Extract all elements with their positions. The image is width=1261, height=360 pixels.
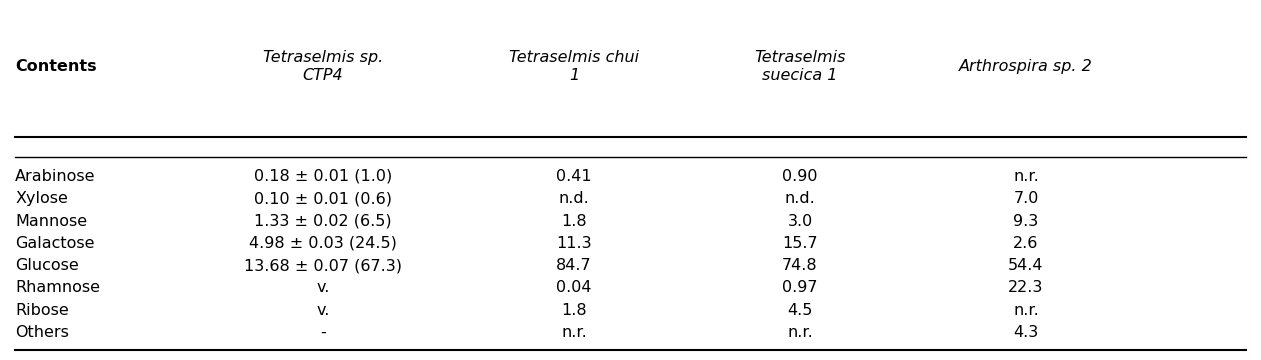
- Text: Arabinose: Arabinose: [15, 169, 96, 184]
- Text: 3.0: 3.0: [787, 213, 812, 229]
- Text: 22.3: 22.3: [1009, 280, 1044, 295]
- Text: 1.33 ± 0.02 (6.5): 1.33 ± 0.02 (6.5): [255, 213, 392, 229]
- Text: 0.97: 0.97: [782, 280, 817, 295]
- Text: n.d.: n.d.: [784, 191, 816, 206]
- Text: 84.7: 84.7: [556, 258, 591, 273]
- Text: v.: v.: [317, 280, 329, 295]
- Text: -: -: [320, 325, 325, 340]
- Text: 11.3: 11.3: [556, 236, 591, 251]
- Text: 0.18 ± 0.01 (1.0): 0.18 ± 0.01 (1.0): [253, 169, 392, 184]
- Text: 1.8: 1.8: [561, 303, 586, 318]
- Text: n.r.: n.r.: [787, 325, 813, 340]
- Text: Glucose: Glucose: [15, 258, 79, 273]
- Text: Contents: Contents: [15, 59, 97, 74]
- Text: n.r.: n.r.: [1013, 303, 1039, 318]
- Text: Tetraselmis chui
1: Tetraselmis chui 1: [509, 50, 639, 83]
- Text: Rhamnose: Rhamnose: [15, 280, 101, 295]
- Text: 9.3: 9.3: [1014, 213, 1039, 229]
- Text: 7.0: 7.0: [1014, 191, 1039, 206]
- Text: 4.3: 4.3: [1014, 325, 1039, 340]
- Text: v.: v.: [317, 303, 329, 318]
- Text: 15.7: 15.7: [782, 236, 818, 251]
- Text: n.r.: n.r.: [561, 325, 586, 340]
- Text: 2.6: 2.6: [1014, 236, 1039, 251]
- Text: Tetraselmis sp.
CTP4: Tetraselmis sp. CTP4: [262, 50, 383, 83]
- Text: 4.98 ± 0.03 (24.5): 4.98 ± 0.03 (24.5): [248, 236, 397, 251]
- Text: 13.68 ± 0.07 (67.3): 13.68 ± 0.07 (67.3): [243, 258, 402, 273]
- Text: Tetraselmis
suecica 1: Tetraselmis suecica 1: [754, 50, 846, 83]
- Text: Ribose: Ribose: [15, 303, 69, 318]
- Text: n.d.: n.d.: [559, 191, 589, 206]
- Text: Xylose: Xylose: [15, 191, 68, 206]
- Text: 0.10 ± 0.01 (0.6): 0.10 ± 0.01 (0.6): [253, 191, 392, 206]
- Text: 0.04: 0.04: [556, 280, 591, 295]
- Text: 54.4: 54.4: [1009, 258, 1044, 273]
- Text: n.r.: n.r.: [1013, 169, 1039, 184]
- Text: 0.90: 0.90: [782, 169, 817, 184]
- Text: Mannose: Mannose: [15, 213, 87, 229]
- Text: Galactose: Galactose: [15, 236, 95, 251]
- Text: Others: Others: [15, 325, 69, 340]
- Text: 4.5: 4.5: [787, 303, 812, 318]
- Text: 74.8: 74.8: [782, 258, 818, 273]
- Text: Arthrospira sp. 2: Arthrospira sp. 2: [960, 59, 1093, 74]
- Text: 1.8: 1.8: [561, 213, 586, 229]
- Text: 0.41: 0.41: [556, 169, 591, 184]
